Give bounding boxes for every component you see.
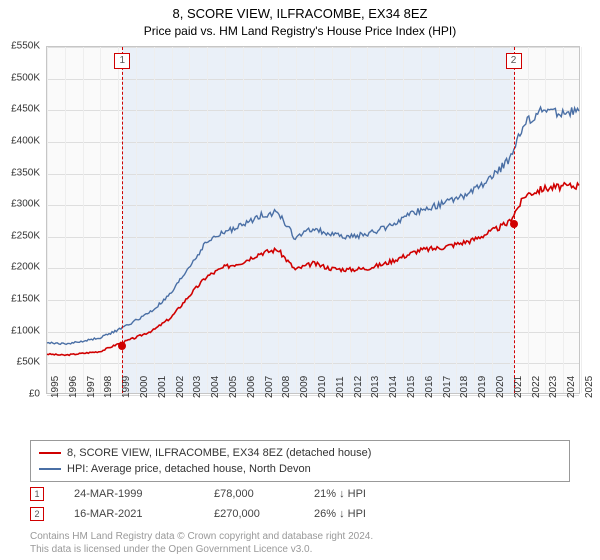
sale-badge: 1: [30, 487, 44, 501]
x-tick-label: 2009: [299, 376, 310, 398]
x-tick-label: 2005: [228, 376, 239, 398]
y-tick-label: £0: [29, 389, 40, 400]
x-tick-label: 1998: [103, 376, 114, 398]
x-tick-label: 2001: [157, 376, 168, 398]
legend-swatch: [39, 468, 61, 470]
y-tick-label: £50K: [17, 357, 40, 368]
y-tick-label: £550K: [11, 41, 40, 52]
x-tick-label: 2000: [139, 376, 150, 398]
x-tick-label: 2020: [495, 376, 506, 398]
sale-badge: 2: [30, 507, 44, 521]
sale-delta: 21% ↓ HPI: [314, 488, 404, 500]
y-tick-label: £250K: [11, 230, 40, 241]
x-tick-label: 2003: [192, 376, 203, 398]
y-tick-label: £300K: [11, 199, 40, 210]
x-tick-label: 2010: [317, 376, 328, 398]
legend-item-price-paid: 8, SCORE VIEW, ILFRACOMBE, EX34 8EZ (det…: [39, 445, 561, 461]
x-tick-label: 1996: [68, 376, 79, 398]
sale-marker: [510, 220, 518, 228]
x-tick-label: 2019: [477, 376, 488, 398]
attribution-line: This data is licensed under the Open Gov…: [30, 543, 373, 556]
sales-table: 1 24-MAR-1999 £78,000 21% ↓ HPI 2 16-MAR…: [30, 484, 404, 524]
sale-date: 24-MAR-1999: [74, 488, 184, 500]
x-tick-label: 2024: [566, 376, 577, 398]
x-tick-label: 2013: [370, 376, 381, 398]
y-tick-label: £200K: [11, 262, 40, 273]
sale-price: £270,000: [214, 508, 284, 520]
x-tick-label: 2007: [264, 376, 275, 398]
y-tick-label: £400K: [11, 135, 40, 146]
chart-subtitle: Price paid vs. HM Land Registry's House …: [0, 24, 600, 38]
x-tick-label: 1999: [121, 376, 132, 398]
gridline: [581, 47, 582, 393]
x-tick-label: 2006: [246, 376, 257, 398]
series-price_paid: [47, 183, 579, 356]
series-hpi: [47, 107, 579, 344]
y-tick-label: £350K: [11, 167, 40, 178]
x-tick-label: 2016: [424, 376, 435, 398]
x-tick-label: 2014: [388, 376, 399, 398]
x-tick-label: 2004: [210, 376, 221, 398]
series-layer: [47, 47, 579, 393]
sale-number-box: 1: [114, 53, 130, 69]
x-tick-label: 1997: [86, 376, 97, 398]
chart-area: 12: [46, 46, 580, 394]
sale-price: £78,000: [214, 488, 284, 500]
x-tick-label: 2008: [281, 376, 292, 398]
legend-label: HPI: Average price, detached house, Nort…: [67, 463, 311, 475]
sale-row: 2 16-MAR-2021 £270,000 26% ↓ HPI: [30, 504, 404, 524]
x-tick-label: 2018: [459, 376, 470, 398]
y-tick-label: £450K: [11, 104, 40, 115]
sale-row: 1 24-MAR-1999 £78,000 21% ↓ HPI: [30, 484, 404, 504]
x-tick-label: 1995: [50, 376, 61, 398]
x-tick-label: 2012: [353, 376, 364, 398]
y-tick-label: £100K: [11, 325, 40, 336]
legend: 8, SCORE VIEW, ILFRACOMBE, EX34 8EZ (det…: [30, 440, 570, 482]
legend-item-hpi: HPI: Average price, detached house, Nort…: [39, 461, 561, 477]
attribution-line: Contains HM Land Registry data © Crown c…: [30, 530, 373, 543]
x-tick-label: 2002: [175, 376, 186, 398]
sale-number-box: 2: [506, 53, 522, 69]
sale-date: 16-MAR-2021: [74, 508, 184, 520]
x-tick-label: 2015: [406, 376, 417, 398]
x-tick-label: 2023: [548, 376, 559, 398]
y-tick-label: £500K: [11, 72, 40, 83]
x-tick-label: 2025: [584, 376, 595, 398]
x-tick-label: 2021: [513, 376, 524, 398]
y-tick-label: £150K: [11, 294, 40, 305]
legend-label: 8, SCORE VIEW, ILFRACOMBE, EX34 8EZ (det…: [67, 447, 371, 459]
x-tick-label: 2022: [531, 376, 542, 398]
sale-delta: 26% ↓ HPI: [314, 508, 404, 520]
legend-swatch: [39, 452, 61, 454]
x-tick-label: 2011: [335, 376, 346, 398]
chart-title: 8, SCORE VIEW, ILFRACOMBE, EX34 8EZ: [0, 6, 600, 21]
attribution: Contains HM Land Registry data © Crown c…: [30, 530, 373, 556]
sale-marker: [118, 342, 126, 350]
x-tick-label: 2017: [442, 376, 453, 398]
title-block: 8, SCORE VIEW, ILFRACOMBE, EX34 8EZ Pric…: [0, 0, 600, 38]
